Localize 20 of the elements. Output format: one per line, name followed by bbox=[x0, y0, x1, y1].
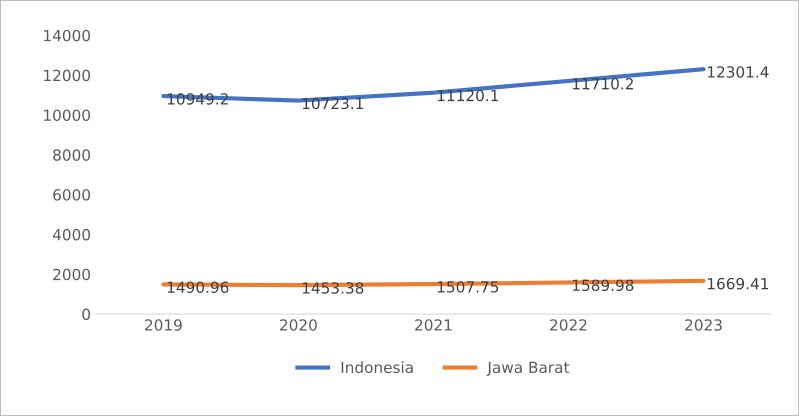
x-tick-label: 2020 bbox=[280, 319, 317, 331]
legend-label: Jawa Barat bbox=[486, 362, 570, 376]
x-tick-label: 2021 bbox=[415, 319, 452, 331]
x-tick-label: 2022 bbox=[550, 319, 586, 331]
y-tick-label: 14000 bbox=[44, 30, 90, 42]
x-tick-label: 2019 bbox=[145, 319, 182, 331]
x-tick-label: 2023 bbox=[685, 319, 722, 331]
y-tick-label: 8000 bbox=[53, 149, 90, 161]
data-label: 1669.41 bbox=[708, 278, 768, 290]
data-label: 11710.2 bbox=[572, 78, 633, 90]
data-label: 11120.1 bbox=[438, 90, 498, 102]
legend-label: Indonesia bbox=[342, 361, 413, 374]
data-label: 10723.1 bbox=[302, 98, 363, 110]
y-tick-label: 4000 bbox=[52, 228, 90, 240]
data-label: 12301.4 bbox=[708, 66, 769, 78]
y-tick-label: 10000 bbox=[44, 109, 90, 122]
y-tick-label: 12000 bbox=[44, 70, 90, 82]
y-tick-label: 2000 bbox=[53, 268, 90, 280]
y-tick-label: 6000 bbox=[53, 189, 90, 201]
y-tick-label: 0 bbox=[82, 308, 90, 320]
